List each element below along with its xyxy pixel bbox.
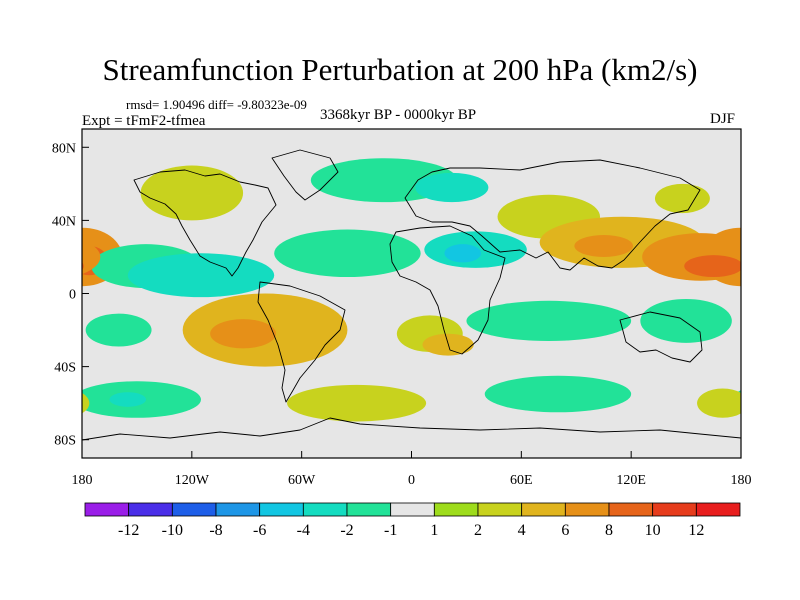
region-north-africa-low-core	[444, 244, 482, 263]
colorbar: -12 -10 -8 -6 -4 -2 -1 1 2 4 6 8 10 12	[84, 502, 741, 539]
region-southern-ocean-east-ridge	[697, 388, 741, 418]
region-north-west-pacific-high-core	[684, 255, 741, 278]
region-tropical-atlantic-band	[274, 229, 421, 278]
colorbar-swatch	[390, 502, 435, 517]
region-north-west-pacific-high-core-wrap	[82, 262, 84, 270]
colorbar-swatch	[608, 502, 654, 517]
colorbar-label: 4	[518, 522, 526, 539]
colorbar-label: 10	[645, 522, 661, 539]
x-tick-label: 180	[72, 473, 93, 488]
region-southern-ocean-pacific-low-core	[109, 392, 147, 407]
coast-eurasia	[404, 159, 701, 271]
region-southern-ocean-ridge-atlantic	[287, 384, 427, 422]
x-tick-label: 120W	[175, 473, 210, 488]
colorbar-swatch	[695, 502, 741, 517]
region-europe-trough	[415, 172, 489, 203]
region-subtropical-pacific-low	[127, 253, 275, 298]
coast-antarctica	[82, 417, 741, 441]
region-north-west-pacific-high-wrap	[82, 239, 101, 275]
y-axis: 80N 40N 0 40S 80S	[52, 141, 89, 449]
coastlines	[82, 149, 741, 441]
y-tick-label: 40S	[54, 361, 76, 376]
colorbar-label: -6	[253, 522, 266, 539]
region-south-indian-low	[466, 300, 632, 342]
colorbar-swatch	[564, 502, 610, 517]
y-tick-label: 0	[69, 288, 76, 303]
region-south-america-high-core	[210, 319, 277, 349]
chart-title: Streamfunction Perturbation at 200 hPa (…	[102, 52, 698, 87]
colorbar-swatch	[521, 502, 566, 517]
coast-north-america	[133, 169, 277, 277]
coast-africa	[389, 225, 506, 355]
colorbar-label: 6	[561, 522, 569, 539]
colorbar-label: -10	[162, 522, 183, 539]
colorbar-swatch	[652, 502, 697, 517]
colorbar-label: -2	[340, 522, 353, 539]
x-tick-label: 0	[408, 473, 415, 488]
colorbar-label: -4	[297, 522, 310, 539]
colorbar-label: -1	[384, 522, 397, 539]
colorbar-label: -12	[118, 522, 139, 539]
x-tick-label: 180	[731, 473, 752, 488]
colorbar-label: 1	[430, 522, 438, 539]
x-tick-label: 60E	[510, 473, 533, 488]
coast-greenland	[271, 149, 339, 201]
coast-australia	[619, 311, 703, 363]
experiment-label: Expt = tFmF2-tfmea	[82, 113, 206, 129]
colorbar-label: 2	[474, 522, 482, 539]
colorbar-swatch	[302, 502, 348, 517]
region-southern-ocean-east-ridge-wrap	[82, 392, 90, 414]
period-label: 3368kyr BP - 0000kyr BP	[320, 107, 477, 123]
colorbar-label: -8	[209, 522, 222, 539]
colorbar-swatch	[259, 502, 304, 517]
x-axis: 180 120W 60W 0 60E 120E 180	[72, 451, 752, 488]
colorbar-swatch	[171, 502, 217, 517]
stats-label: rmsd= 1.90496 diff= -9.80323e-09	[126, 97, 307, 112]
season-label: DJF	[710, 111, 736, 127]
colorbar-swatch	[433, 502, 479, 517]
region-east-asia-high-core	[574, 235, 633, 257]
y-tick-label: 80S	[54, 434, 76, 449]
region-kamchatka-ridge	[654, 183, 710, 214]
region-southern-ocean-pacific-low-wrap	[731, 390, 741, 409]
region-south-east-pacific-low	[85, 313, 152, 347]
contour-regions	[82, 158, 741, 422]
colorbar-label: 8	[605, 522, 613, 539]
colorbar-swatch	[346, 502, 392, 517]
coast-south-america	[257, 281, 346, 403]
x-tick-label: 120E	[616, 473, 646, 488]
colorbar-label: 12	[688, 522, 704, 539]
region-north-america-ridge	[140, 165, 244, 221]
x-tick-label: 60W	[288, 473, 316, 488]
region-southern-ocean-indian-low	[484, 375, 632, 413]
colorbar-swatch	[128, 502, 173, 517]
y-tick-label: 80N	[52, 141, 76, 156]
colorbar-swatch	[215, 502, 261, 517]
y-tick-label: 40N	[52, 214, 76, 229]
colorbar-swatch	[84, 502, 130, 517]
colorbar-swatch	[477, 502, 523, 517]
region-south-pacific-low	[640, 298, 732, 343]
